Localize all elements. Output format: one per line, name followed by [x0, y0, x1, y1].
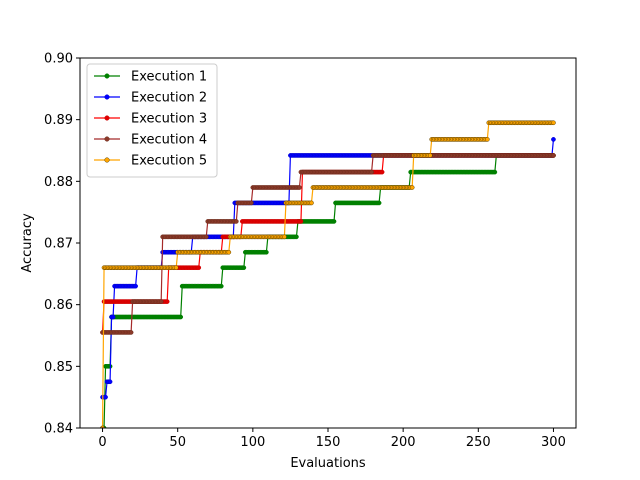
- x-tick-label: 100: [240, 435, 265, 450]
- y-tick-label: 0.87: [44, 237, 73, 252]
- data-point: [164, 299, 170, 304]
- data-point: [158, 299, 164, 304]
- data-point: [379, 169, 385, 175]
- series-layer: [100, 120, 556, 428]
- legend-label: Execution 4: [131, 133, 207, 148]
- x-tick-label: 300: [541, 435, 566, 450]
- y-axis-label: Accuracy: [20, 213, 35, 273]
- legend: Execution 1 Execution 2 Execution 3 Executi…: [86, 63, 218, 178]
- data-point: [369, 169, 374, 175]
- data-point: [492, 169, 498, 175]
- legend-item-execution-2: Execution 2: [94, 91, 207, 106]
- data-point: [233, 219, 239, 224]
- data-point: [309, 200, 314, 206]
- data-point: [107, 379, 113, 385]
- data-point: [376, 200, 382, 206]
- x-axis-label: Evaluations: [290, 456, 366, 471]
- legend-marker: [104, 94, 110, 100]
- ticks-layer: 0 50 100 150 200 250 300 0.84 0.85 0.86 0.87 0.88 0.…: [44, 52, 566, 451]
- legend-marker: [104, 136, 110, 142]
- legend-item-execution-5: Execution 5: [94, 154, 207, 169]
- y-tick-label: 0.86: [44, 298, 73, 313]
- data-point: [298, 219, 304, 224]
- x-tick-label: 200: [391, 435, 416, 450]
- legend-item-execution-3: Execution 3: [94, 112, 207, 127]
- series-markers: [100, 120, 556, 428]
- legend-item-execution-1: Execution 1: [94, 70, 207, 85]
- data-point: [110, 314, 116, 320]
- x-tick-label: 150: [316, 435, 341, 450]
- series-execution-4: [100, 153, 556, 335]
- data-point: [551, 137, 556, 142]
- data-point: [409, 185, 415, 190]
- data-point: [484, 137, 490, 142]
- data-point: [103, 394, 108, 400]
- data-point: [551, 120, 556, 126]
- data-point: [241, 265, 247, 271]
- series-execution-5: [100, 120, 556, 428]
- data-point: [282, 234, 287, 240]
- y-tick-label: 0.89: [44, 113, 73, 128]
- data-point: [331, 219, 337, 224]
- y-tick-label: 0.90: [44, 52, 73, 67]
- legend-item-execution-4: Execution 4: [94, 133, 207, 148]
- legend-marker: [104, 73, 110, 79]
- data-point: [128, 330, 134, 335]
- legend-marker: [104, 157, 110, 163]
- data-point: [178, 314, 184, 320]
- x-tick-label: 250: [466, 435, 491, 450]
- legend-label: Execution 1: [131, 70, 207, 85]
- data-point: [133, 283, 138, 289]
- data-point: [249, 200, 254, 206]
- data-point: [294, 234, 299, 240]
- y-tick-label: 0.84: [44, 422, 73, 437]
- x-tick-label: 50: [169, 435, 186, 450]
- x-tick-label: 0: [98, 435, 106, 450]
- legend-box: [86, 63, 218, 178]
- y-tick-label: 0.85: [44, 360, 73, 375]
- data-point: [226, 249, 232, 255]
- data-point: [218, 283, 224, 289]
- data-point: [264, 249, 269, 255]
- data-point: [203, 234, 209, 240]
- series-markers: [100, 153, 556, 335]
- data-point: [427, 153, 433, 158]
- legend-label: Execution 2: [131, 91, 207, 106]
- data-point: [297, 185, 302, 190]
- data-point: [173, 265, 179, 271]
- data-point: [551, 153, 556, 158]
- legend-label: Execution 3: [131, 112, 207, 127]
- data-point: [196, 265, 202, 271]
- legend-label: Execution 5: [131, 154, 207, 169]
- y-tick-label: 0.88: [44, 175, 73, 190]
- legend-marker: [104, 115, 110, 121]
